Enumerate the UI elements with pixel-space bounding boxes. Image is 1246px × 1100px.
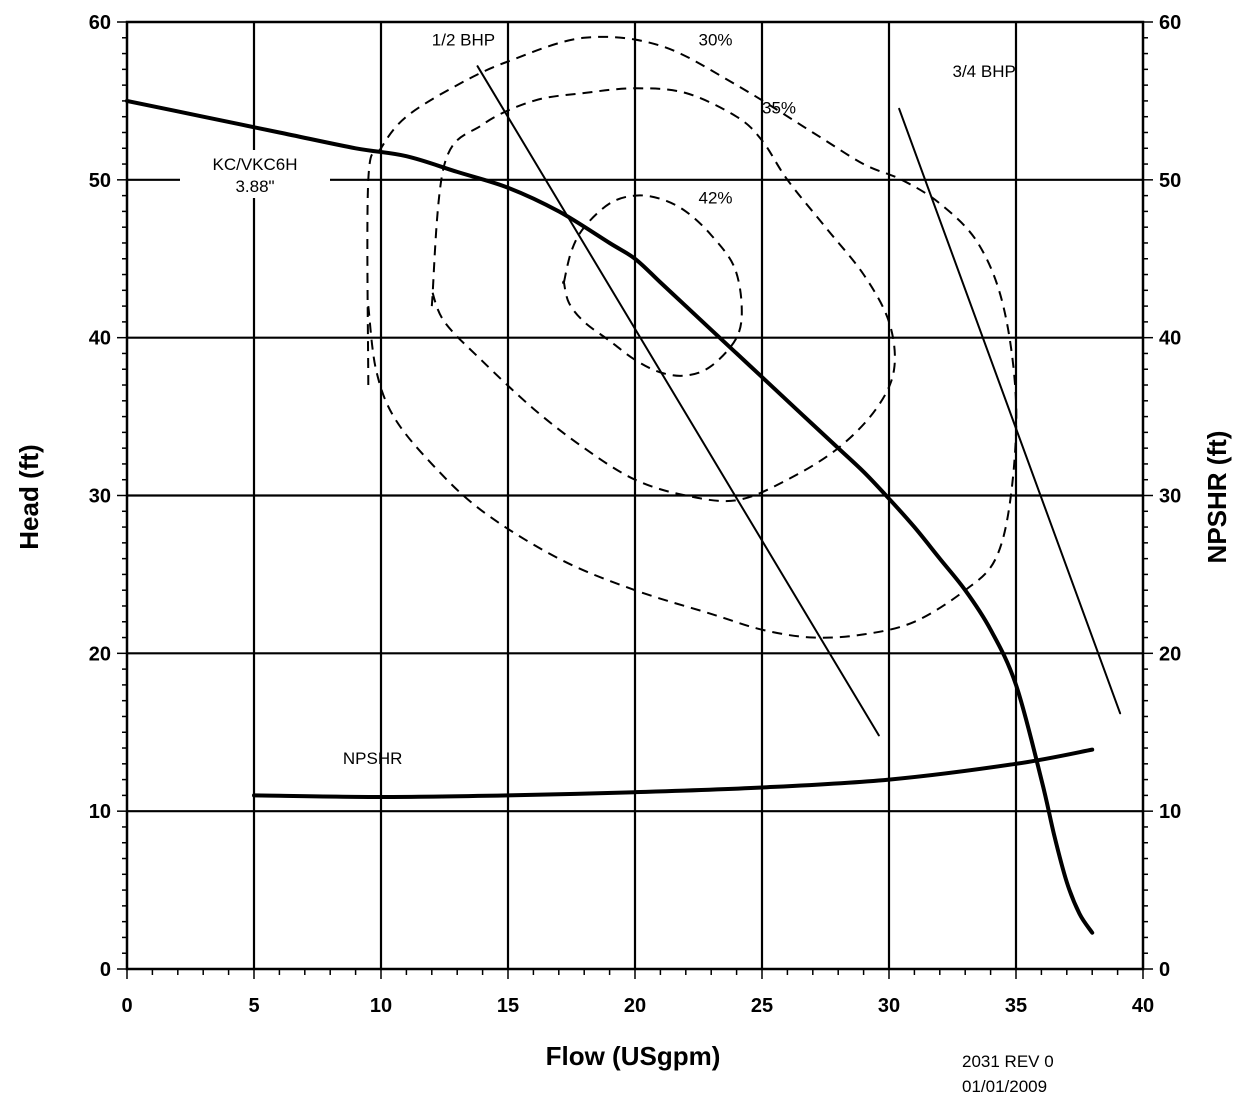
x-axis-title: Flow (USgpm) — [546, 1041, 721, 1071]
x-tick-label-7: 35 — [1005, 995, 1027, 1017]
x-tick-label-3: 15 — [497, 995, 519, 1017]
series-line-npshr — [252, 747, 1095, 799]
footer-date: 01/01/2009 — [962, 1077, 1047, 1096]
x-tick-label-6: 30 — [878, 995, 900, 1017]
series-line-30 — [366, 35, 1018, 639]
series-line-kc-vkc6h — [125, 98, 1095, 935]
y-tick-label-5: 50 — [89, 170, 111, 192]
footer-code: 2031 REV 0 — [962, 1052, 1054, 1071]
y2-tick-label-5: 50 — [1159, 170, 1181, 192]
annotation-npshr: NPSHR — [343, 749, 403, 768]
y2-tick-label-1: 10 — [1159, 801, 1181, 823]
head-curve-label-bg — [180, 150, 330, 198]
series-line-35 — [430, 87, 896, 503]
y2-tick-label-6: 60 — [1159, 12, 1181, 34]
plot-frame — [125, 20, 1145, 971]
x-tick-label-5: 25 — [751, 995, 773, 1017]
annotation-42: 42% — [699, 189, 733, 208]
x-tick-label-1: 5 — [248, 995, 259, 1017]
y-tick-label-4: 40 — [89, 328, 111, 350]
annotations: 1/2 BHP 3/4 BHP 30% 35% 42% NPSHR KC/VKC6H 3.88… — [180, 31, 1016, 768]
head-curve-label-model: KC/VKC6H — [212, 155, 297, 174]
annotation-1-2-bhp: 1/2 BHP — [432, 31, 495, 50]
y-axis-title: Head (ft) — [14, 444, 44, 549]
y2-tick-label-0: 0 — [1159, 959, 1170, 981]
y-tick-label-0: 0 — [100, 959, 111, 981]
head-curve-label-impeller: 3.88" — [235, 177, 274, 196]
series-group — [125, 35, 1122, 935]
y-tick-label-2: 20 — [89, 643, 111, 665]
series-line-3-4-bhp — [898, 107, 1122, 715]
y2-axis-title: NPSHR (ft) — [1202, 431, 1232, 564]
series-line-1-2-bhp — [476, 65, 880, 737]
x-tick-label-2: 10 — [370, 995, 392, 1017]
y-tick-label-3: 30 — [89, 486, 111, 508]
annotation-35: 35% — [762, 99, 796, 118]
y2-tick-label-2: 20 — [1159, 643, 1181, 665]
annotation-3-4-bhp: 3/4 BHP — [953, 62, 1016, 81]
x-tick-label-0: 0 — [121, 995, 132, 1017]
y2-tick-label-3: 30 — [1159, 486, 1181, 508]
series-line-42 — [562, 194, 743, 377]
tick-labels: 0 5 10 15 20 25 30 35 40010203040506001020304050… — [89, 12, 1182, 1017]
y-tick-label-1: 10 — [89, 801, 111, 823]
y2-tick-label-4: 40 — [1159, 328, 1181, 350]
y-tick-label-6: 60 — [89, 12, 111, 34]
x-tick-label-4: 20 — [624, 995, 646, 1017]
x-tick-label-8: 40 — [1132, 995, 1154, 1017]
annotation-30: 30% — [699, 31, 733, 50]
